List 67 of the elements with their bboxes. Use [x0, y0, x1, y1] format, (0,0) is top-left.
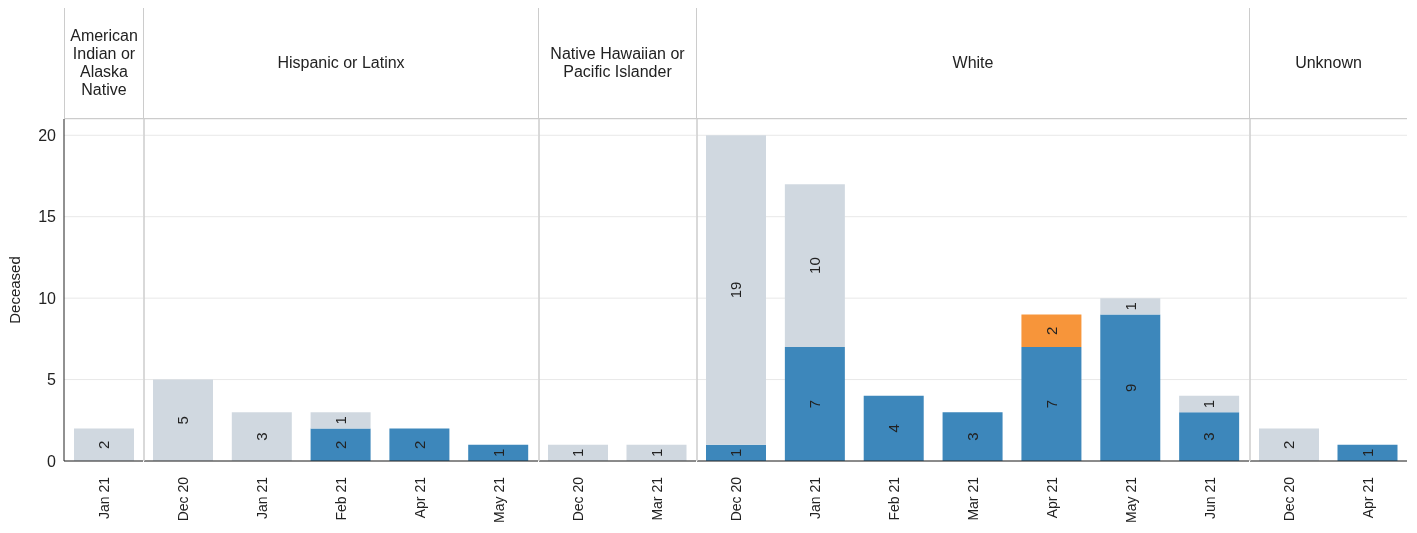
x-tick-label: Mar 21: [648, 476, 665, 521]
chart-title: White: [952, 54, 994, 72]
x-tick-label: Apr 21: [1359, 476, 1376, 519]
chart-title: American Indian or Alaska Native: [69, 27, 139, 99]
y-tick-label: 15: [38, 208, 57, 226]
data-label: 2: [95, 440, 113, 449]
bar: [310, 428, 371, 461]
data-label: 2: [410, 440, 428, 449]
x-tick-label: Feb 21: [886, 476, 903, 521]
x-tick-label: Dec 20: [175, 476, 192, 522]
x-tick-label: Mar 21: [965, 476, 981, 521]
data-label: 3: [253, 432, 271, 441]
data-label: 2: [1280, 440, 1298, 449]
x-tick-label: Apr 21: [411, 476, 428, 519]
data-label: 5: [174, 416, 192, 425]
data-label: 9: [1121, 383, 1139, 392]
data-label: 7: [1042, 399, 1060, 409]
data-label: 2: [331, 440, 349, 449]
chart-title: Hispanic or Latinx: [277, 54, 405, 72]
data-label: 1: [727, 448, 745, 458]
x-tick-label: Jan 21: [254, 476, 271, 520]
x-tick-label: Jan 21: [95, 476, 112, 520]
bar: [942, 412, 1003, 461]
bar: [706, 135, 766, 445]
data-label: 2: [1042, 326, 1060, 335]
x-tick-label: Dec 20: [570, 476, 587, 522]
y-tick-label: 20: [38, 126, 57, 144]
bar: [1021, 314, 1082, 347]
bar: [310, 412, 371, 429]
bar: [1179, 395, 1240, 413]
x-tick-label: Apr 21: [1043, 476, 1060, 519]
x-tick-label: Dec 20: [1281, 476, 1298, 522]
bar: [1021, 347, 1082, 461]
x-tick-label: May 21: [1122, 476, 1139, 523]
bar: [784, 184, 845, 347]
data-label: 3: [1200, 432, 1218, 441]
bar: [863, 395, 924, 461]
bar: [389, 428, 450, 461]
y-axis-title: Deceased: [6, 256, 24, 324]
data-label: 1: [331, 416, 349, 425]
y-tick-label: 10: [38, 289, 57, 307]
bar: [1100, 314, 1161, 461]
x-tick-label: Jan 21: [807, 476, 824, 520]
bar: [1179, 412, 1240, 461]
y-tick-label: 0: [47, 452, 57, 470]
data-label: 7: [806, 399, 824, 409]
x-tick-label: Jun 21: [1201, 476, 1218, 520]
chart-title: Native Hawaiian or Pacific Islander: [549, 45, 686, 81]
data-label: 1: [1121, 302, 1139, 311]
data-label: 1: [1200, 399, 1218, 409]
bar: [784, 347, 845, 461]
data-label: 1: [1358, 448, 1376, 458]
data-label: 1: [489, 448, 507, 458]
x-tick-label: May 21: [490, 476, 507, 523]
data-label: 1: [647, 448, 665, 458]
y-tick-label: 5: [47, 371, 57, 389]
data-label: 19: [727, 281, 745, 299]
x-tick-label: Feb 21: [333, 476, 349, 521]
bar: [153, 379, 213, 461]
chart-title: Unknown: [1295, 54, 1362, 72]
data-label: 1: [569, 448, 587, 458]
data-label: 3: [963, 432, 981, 441]
bar: [1100, 298, 1161, 315]
x-tick-label: Dec 20: [728, 476, 745, 522]
bar: [231, 412, 292, 461]
data-label: 10: [806, 257, 824, 274]
data-label: 4: [885, 424, 903, 433]
